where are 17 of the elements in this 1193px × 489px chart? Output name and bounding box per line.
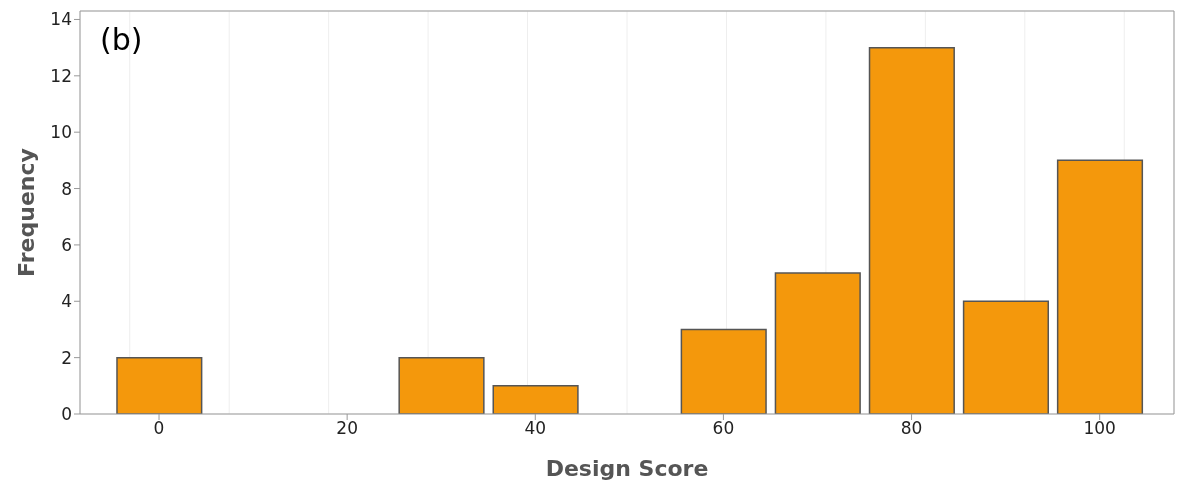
annotation: (b) bbox=[100, 22, 143, 57]
x-tick-label: 60 bbox=[712, 418, 735, 439]
y-tick-label: 12 bbox=[50, 65, 72, 86]
y-axis-title: Frequency bbox=[13, 148, 39, 277]
y-tick-label: 14 bbox=[50, 9, 72, 30]
x-tick-label: 80 bbox=[900, 418, 923, 439]
y-tick-label: 10 bbox=[50, 122, 72, 143]
x-tick-label: 40 bbox=[524, 418, 547, 439]
x-tick-label: 0 bbox=[153, 418, 165, 439]
x-axis-title: Design Score bbox=[545, 456, 709, 481]
x-tick-label: 100 bbox=[1083, 418, 1116, 439]
y-tick-label: 0 bbox=[61, 404, 72, 425]
x-tick-label: 20 bbox=[336, 418, 358, 439]
y-tick-label: 2 bbox=[61, 347, 72, 368]
y-tick-label: 4 bbox=[61, 291, 72, 312]
y-tick-label: 8 bbox=[61, 178, 72, 199]
y-tick-label: 6 bbox=[61, 234, 72, 255]
